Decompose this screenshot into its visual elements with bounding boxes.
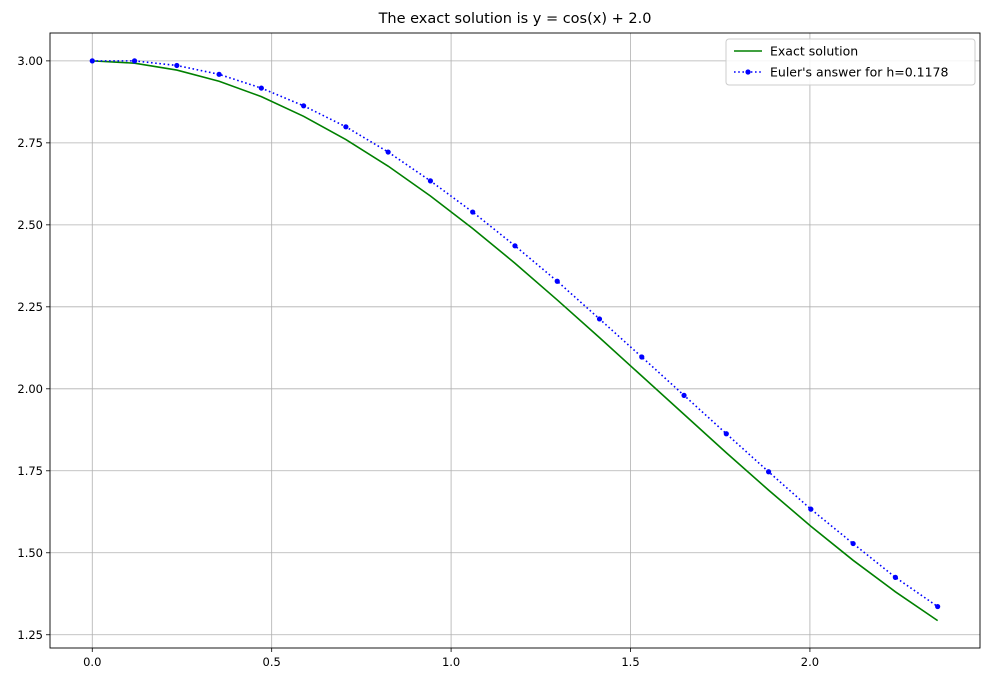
y-tick-label: 2.75 [17, 136, 43, 150]
euler-data-point [258, 85, 264, 91]
legend-label-euler: Euler's answer for h=0.1178 [770, 65, 949, 80]
exact-solution-line [92, 60, 939, 622]
y-tick-label: 3.00 [17, 54, 43, 68]
euler-data-point [427, 178, 434, 184]
euler-data-point [301, 103, 307, 109]
x-tick-label: 1.5 [621, 655, 639, 669]
y-tick-label: 1.75 [17, 464, 43, 478]
euler-data-point [639, 354, 645, 360]
euler-data-point [554, 278, 560, 284]
euler-data-point [343, 124, 349, 130]
y-tick-label: 2.25 [17, 300, 43, 314]
euler-data-point [681, 392, 687, 398]
euler-data-point [765, 469, 772, 475]
euler-data-point [470, 209, 476, 215]
y-tick-label: 2.50 [17, 218, 43, 232]
x-tick-label: 1.0 [442, 655, 460, 669]
legend-swatch-euler-marker [745, 69, 751, 75]
x-tick-label: 0.0 [83, 655, 101, 669]
legend-label-exact: Exact solution [770, 44, 858, 59]
plot-series [89, 58, 941, 622]
plot-frame [49, 32, 981, 649]
euler-data-point [385, 149, 391, 155]
euler-data-point [89, 58, 95, 64]
euler-data-point [131, 58, 138, 64]
legend: Exact solution Euler's answer for h=0.11… [725, 38, 976, 86]
euler-answer-line [92, 60, 939, 608]
x-tick-label: 0.5 [263, 655, 281, 669]
y-tick-label: 1.50 [17, 546, 43, 560]
x-tick-label: 2.0 [801, 655, 819, 669]
euler-data-point [596, 316, 603, 322]
euler-data-point [892, 574, 898, 580]
euler-data-point [512, 243, 518, 249]
euler-data-point [723, 431, 729, 437]
chart-title: The exact solution is y = cos(x) + 2.0 [378, 11, 652, 27]
axis-ticks: 0.0 0.5 1.0 1.5 2.0 1.25 1.50 1.75 2.00 2.25 2.50 2… [17, 54, 819, 669]
euler-data-point [850, 540, 856, 547]
euler-data-point [216, 71, 222, 77]
euler-data-point [808, 506, 814, 512]
y-tick-label: 2.00 [17, 382, 43, 396]
euler-data-point [935, 603, 941, 610]
legend-box [725, 38, 976, 86]
y-tick-label: 1.25 [17, 628, 43, 642]
euler-data-point [174, 62, 180, 69]
